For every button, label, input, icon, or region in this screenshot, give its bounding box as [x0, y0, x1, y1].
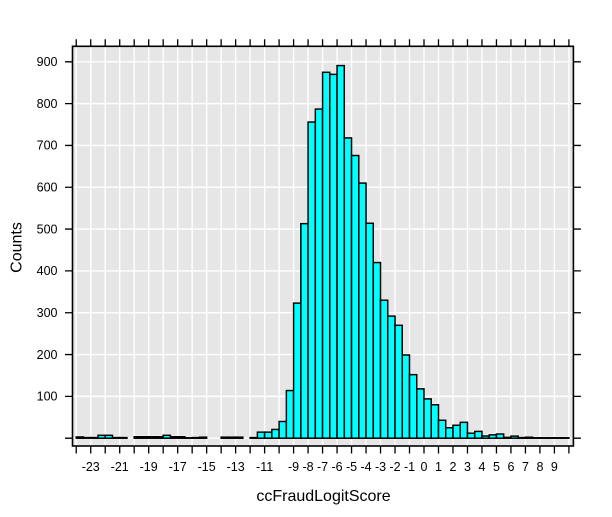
svg-text:-19: -19: [140, 460, 158, 474]
svg-text:300: 300: [37, 306, 58, 320]
svg-text:1: 1: [435, 460, 442, 474]
svg-text:-6: -6: [331, 460, 342, 474]
svg-text:-1: -1: [404, 460, 415, 474]
svg-text:-4: -4: [360, 460, 371, 474]
svg-text:100: 100: [37, 390, 58, 404]
svg-text:-23: -23: [82, 460, 100, 474]
svg-text:8: 8: [536, 460, 543, 474]
svg-text:6: 6: [507, 460, 514, 474]
svg-text:-9: -9: [288, 460, 299, 474]
svg-text:-15: -15: [198, 460, 216, 474]
svg-text:700: 700: [37, 139, 58, 153]
svg-text:7: 7: [522, 460, 529, 474]
svg-text:4: 4: [478, 460, 485, 474]
svg-text:ccFraudLogitScore: ccFraudLogitScore: [256, 488, 390, 505]
svg-text:-5: -5: [346, 460, 357, 474]
svg-text:-2: -2: [389, 460, 400, 474]
svg-text:400: 400: [37, 264, 58, 278]
svg-text:5: 5: [493, 460, 500, 474]
svg-text:500: 500: [37, 222, 58, 236]
svg-text:-3: -3: [375, 460, 386, 474]
svg-text:200: 200: [37, 348, 58, 362]
svg-text:-7: -7: [317, 460, 328, 474]
svg-text:-8: -8: [303, 460, 314, 474]
svg-text:800: 800: [37, 97, 58, 111]
svg-text:0: 0: [421, 460, 428, 474]
svg-text:-17: -17: [169, 460, 187, 474]
svg-text:-13: -13: [227, 460, 245, 474]
svg-text:-11: -11: [256, 460, 273, 474]
svg-text:3: 3: [464, 460, 471, 474]
svg-text:Counts: Counts: [9, 222, 26, 273]
svg-text:600: 600: [37, 181, 58, 195]
svg-text:2: 2: [450, 460, 457, 474]
svg-text:9: 9: [551, 460, 558, 474]
svg-text:-21: -21: [111, 460, 129, 474]
svg-text:900: 900: [37, 55, 58, 69]
